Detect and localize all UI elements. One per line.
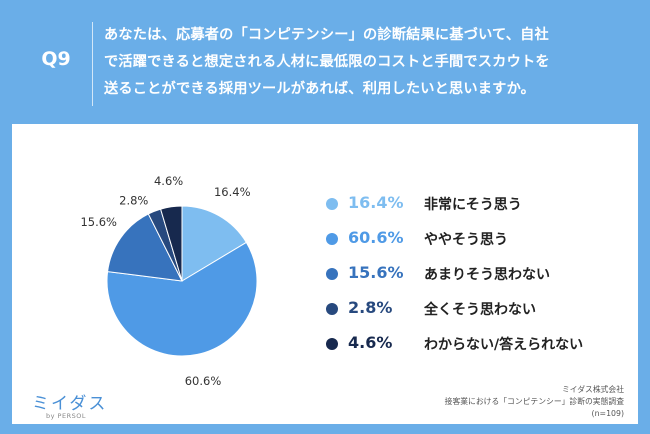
legend-label: わからない/答えられない xyxy=(424,337,584,353)
slice-label-not-at-all: 2.8% xyxy=(119,194,148,208)
source-line-3: (n=109) xyxy=(591,409,624,418)
legend-swatch xyxy=(326,198,338,210)
logo-sub: by PERSOL xyxy=(46,412,86,420)
legend-value: 60.6% xyxy=(348,228,404,247)
question-line-3: 送ることができる採用ツールがあれば、利用したいと思いますか。 xyxy=(104,81,536,97)
legend-value: 16.4% xyxy=(348,193,404,212)
legend-swatch xyxy=(326,338,338,350)
source-line-1: ミイダス株式会社 xyxy=(561,385,624,394)
slice-label-very-much: 16.4% xyxy=(214,185,251,199)
legend-swatch xyxy=(326,303,338,315)
pie-slice-dont-know xyxy=(160,205,183,282)
legend-swatch xyxy=(326,268,338,280)
slice-label-not-really: 15.6% xyxy=(80,215,117,229)
legend-value: 15.6% xyxy=(348,263,404,282)
legend-item-dont-know: 4.6% わからない/答えられない xyxy=(326,333,626,369)
legend-label: 全くそう思わない xyxy=(424,302,536,318)
legend-label: 非常にそう思う xyxy=(424,197,522,213)
legend-item-not-really: 15.6% あまりそう思わない xyxy=(326,263,626,299)
chart-legend: 16.4% 非常にそう思う 60.6% ややそう思う 15.6% あまりそう思わない 2.8… xyxy=(326,193,626,369)
pie-chart: 16.4% 60.6% 15.6%2.8% 4.6% xyxy=(80,174,258,388)
legend-label: あまりそう思わない xyxy=(424,267,550,283)
source-line-2: 接客業における「コンピテンシー」診断の実態調査 xyxy=(444,397,624,406)
legend-value: 4.6% xyxy=(348,333,393,352)
legend-item-very-much: 16.4% 非常にそう思う xyxy=(326,193,626,229)
pie-slice-not-really xyxy=(107,213,183,282)
logo-name: ミイダス xyxy=(32,394,108,414)
chart-panel: 16.4% 60.6% 15.6% 2.8% 4.6% 16.4% 非常にそう思う 60.6… xyxy=(12,124,638,424)
legend-item-somewhat: 60.6% ややそう思う xyxy=(326,228,626,264)
question-line-1: あなたは、応募者の「コンピテンシー」の診断結果に基づいて、自社 xyxy=(104,27,549,43)
slice-label-dont-know: 4.6% xyxy=(154,174,183,188)
question-text: あなたは、応募者の「コンピテンシー」の診断結果に基づいて、自社 で活躍できると想… xyxy=(104,22,634,103)
logo: ミイダス by PERSOL xyxy=(32,389,107,420)
legend-label: ややそう思う xyxy=(424,232,508,248)
legend-item-not-at-all: 2.8% 全くそう思わない xyxy=(326,298,626,334)
pie-slice-very-much xyxy=(181,205,248,282)
slice-label-somewhat: 60.6% xyxy=(185,374,222,388)
legend-value: 2.8% xyxy=(348,298,393,317)
question-number: Q9 xyxy=(41,48,71,70)
question-line-2: で活躍できると想定される人材に最低限のコストと手間でスカウトを xyxy=(104,54,550,70)
question-divider xyxy=(92,22,93,106)
source-note: ミイダス株式会社 接客業における「コンピテンシー」診断の実態調査 (n=109) xyxy=(445,384,624,420)
pie-slice-somewhat xyxy=(106,241,258,357)
legend-swatch xyxy=(326,233,338,245)
